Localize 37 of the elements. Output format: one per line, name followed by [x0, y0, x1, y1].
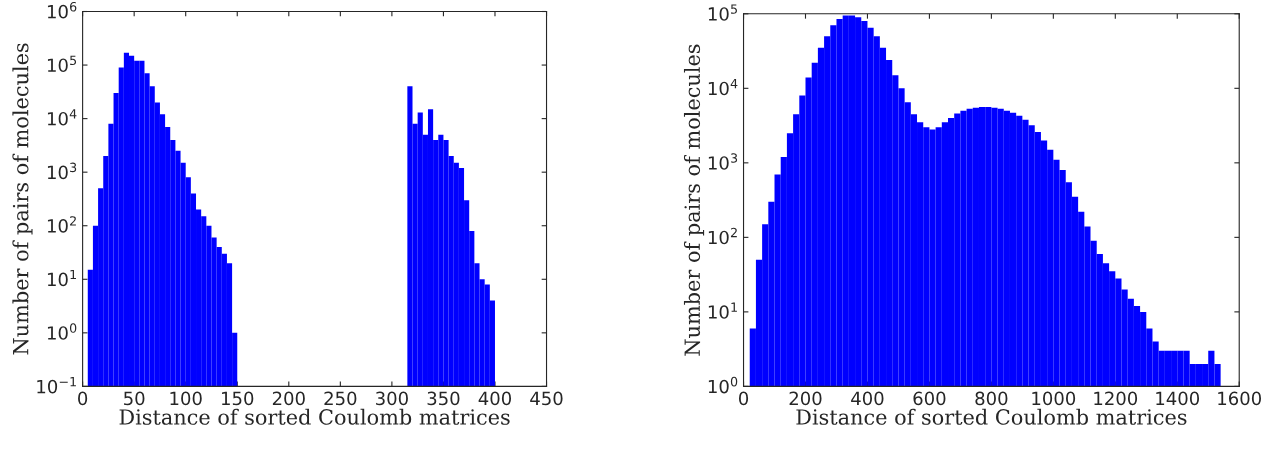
- y-tick-label: 10$^{5}$: [47, 55, 77, 73]
- y-tick-label: 10$^{3}$: [708, 153, 738, 170]
- x-tick-label: 1600: [1218, 391, 1261, 406]
- y-tick-label: 10$^{4}$: [47, 109, 77, 126]
- x-tick-label: 800: [975, 391, 1008, 406]
- x-tick-label: 250: [324, 391, 357, 406]
- y-tick-label: 10$^{1}$: [708, 302, 737, 319]
- y-tick-label: 10$^{5}$: [708, 4, 737, 21]
- y-axis-title: Number of pairs of molecules: [683, 44, 705, 356]
- x-tick-label: 300: [376, 391, 408, 406]
- y-tick-label: 10$^{2}$: [47, 216, 76, 233]
- x-axis-title: Distance of sorted Coulomb matrices: [119, 408, 510, 425]
- x-tick-label: 200: [789, 391, 822, 406]
- x-tick-label: 400: [478, 391, 512, 406]
- y-axis-title: Number of pairs of molecules: [12, 43, 33, 355]
- x-tick-label: 150: [222, 391, 254, 406]
- y-tick-label: 10$^{6}$: [47, 1, 77, 19]
- y-tick-label: 10$^{0}$: [708, 376, 738, 394]
- x-axis-title: Distance of sorted Coulomb matrices: [796, 408, 1187, 425]
- y-tick-label: 10$^{0}$: [47, 323, 77, 340]
- x-tick-label: 1200: [1094, 391, 1138, 406]
- x-tick-label: 0: [738, 391, 749, 406]
- x-tick-label: 0: [78, 391, 88, 406]
- y-tick-label: 10$^{4}$: [708, 78, 738, 96]
- y-tick-label: 10$^{3}$: [47, 162, 77, 180]
- y-tick-label: 10$^{2}$: [708, 227, 737, 245]
- x-tick-label: 350: [427, 391, 460, 406]
- x-tick-label: 200: [272, 391, 305, 406]
- x-tick-label: 50: [124, 391, 145, 406]
- x-tick-label: 600: [913, 391, 946, 406]
- y-tick-label: 10$^{1}$: [47, 269, 76, 287]
- y-tick-label: 10$^{−1}$: [37, 377, 76, 394]
- x-tick-label: 1400: [1156, 391, 1200, 406]
- x-tick-label: 100: [170, 391, 202, 406]
- x-tick-label: 1000: [1032, 391, 1076, 406]
- x-tick-label: 450: [530, 391, 563, 406]
- x-tick-label: 400: [851, 391, 884, 406]
